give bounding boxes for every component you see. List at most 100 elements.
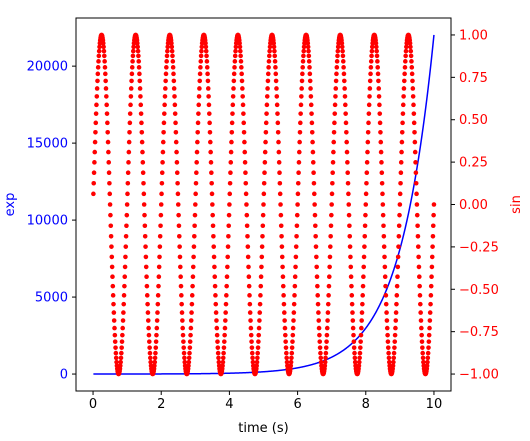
sin-marker xyxy=(323,355,328,361)
sin-marker xyxy=(205,78,211,84)
sin-marker xyxy=(394,293,400,298)
sin-marker xyxy=(357,350,363,356)
sin-marker xyxy=(293,244,299,249)
sin-marker xyxy=(153,339,159,344)
sin-marker xyxy=(317,332,322,338)
sin-marker xyxy=(104,102,109,108)
y-right-tick-label: −0.50 xyxy=(459,283,499,298)
sin-marker xyxy=(143,264,149,270)
sin-marker xyxy=(223,318,228,323)
sin-marker xyxy=(159,170,165,176)
sin-marker xyxy=(222,325,228,331)
sin-marker xyxy=(314,274,320,279)
sin-marker xyxy=(135,44,140,50)
sin-marker xyxy=(113,350,119,356)
sin-marker xyxy=(404,44,409,50)
sin-marker xyxy=(368,71,373,77)
y-right-tick-label: −0.25 xyxy=(459,240,499,255)
sin-marker xyxy=(243,191,249,197)
sin-marker xyxy=(120,325,125,331)
sin-marker xyxy=(93,111,99,116)
sin-marker xyxy=(385,332,390,338)
sin-marker xyxy=(181,345,187,350)
sin-marker xyxy=(348,254,353,260)
sin-marker xyxy=(144,293,150,298)
sin-marker xyxy=(190,264,196,270)
sin-marker xyxy=(295,191,301,197)
sin-marker xyxy=(316,310,321,315)
sin-marker xyxy=(237,44,243,50)
sin-marker xyxy=(131,44,136,50)
sin-marker xyxy=(215,350,221,356)
sin-marker xyxy=(416,264,422,270)
sin-marker xyxy=(407,40,413,46)
sin-marker xyxy=(312,191,317,197)
sin-marker xyxy=(261,202,266,207)
sin-marker xyxy=(197,86,202,91)
sin-marker xyxy=(309,130,315,135)
sin-marker xyxy=(415,244,421,249)
sin-marker xyxy=(340,53,346,59)
sin-marker xyxy=(174,149,179,155)
sin-marker xyxy=(397,202,403,207)
sin-marker xyxy=(343,111,348,116)
sin-marker xyxy=(233,44,239,50)
sin-marker xyxy=(245,233,250,239)
sin-marker xyxy=(296,170,301,176)
sin-marker xyxy=(171,86,177,91)
sin-marker xyxy=(284,359,290,365)
sin-marker xyxy=(411,111,417,116)
sin-marker xyxy=(155,293,161,298)
sin-marker xyxy=(326,293,331,298)
sin-marker xyxy=(328,244,333,249)
sin-marker xyxy=(386,350,391,356)
sin-marker xyxy=(279,244,285,249)
sin-marker xyxy=(315,283,320,289)
sin-marker xyxy=(160,160,165,165)
sin-marker xyxy=(359,310,365,315)
x-tick-label: 10 xyxy=(426,397,443,412)
sin-marker xyxy=(412,130,417,135)
sin-marker xyxy=(362,233,368,239)
sin-marker xyxy=(139,120,144,126)
sin-marker xyxy=(361,274,366,279)
sin-marker xyxy=(109,264,115,270)
sin-marker xyxy=(94,86,100,91)
sin-marker xyxy=(186,363,191,369)
sin-marker xyxy=(91,170,97,176)
sin-marker xyxy=(376,78,381,84)
sin-marker xyxy=(96,48,102,54)
sin-marker xyxy=(278,202,283,207)
sin-marker xyxy=(173,139,179,145)
sin-marker xyxy=(350,318,356,323)
sin-marker xyxy=(413,160,418,165)
sin-marker xyxy=(256,339,261,344)
sin-marker xyxy=(280,283,286,289)
y-right-tick-label: 1.00 xyxy=(459,28,488,43)
sin-marker xyxy=(182,359,188,365)
sin-marker xyxy=(95,71,101,77)
sin-marker xyxy=(394,283,400,289)
sin-marker xyxy=(298,102,304,108)
sin-marker xyxy=(291,301,297,307)
sin-marker xyxy=(344,139,349,145)
sin-marker xyxy=(420,350,426,356)
sin-marker xyxy=(342,78,347,84)
sin-marker xyxy=(428,293,434,298)
sin-marker xyxy=(208,160,214,165)
sin-marker xyxy=(412,149,418,155)
sin-marker xyxy=(410,94,416,99)
sin-marker xyxy=(298,111,303,116)
sin-marker xyxy=(341,65,346,70)
sin-marker xyxy=(341,71,347,77)
sin-marker xyxy=(329,191,335,197)
sin-marker xyxy=(261,191,267,197)
sin-marker xyxy=(301,44,307,50)
sin-marker xyxy=(162,111,167,116)
sin-marker xyxy=(333,86,339,91)
plot-area xyxy=(91,32,437,377)
sin-marker xyxy=(352,350,357,356)
sin-marker xyxy=(112,332,118,338)
sin-marker xyxy=(180,325,185,331)
sin-marker xyxy=(174,160,180,165)
